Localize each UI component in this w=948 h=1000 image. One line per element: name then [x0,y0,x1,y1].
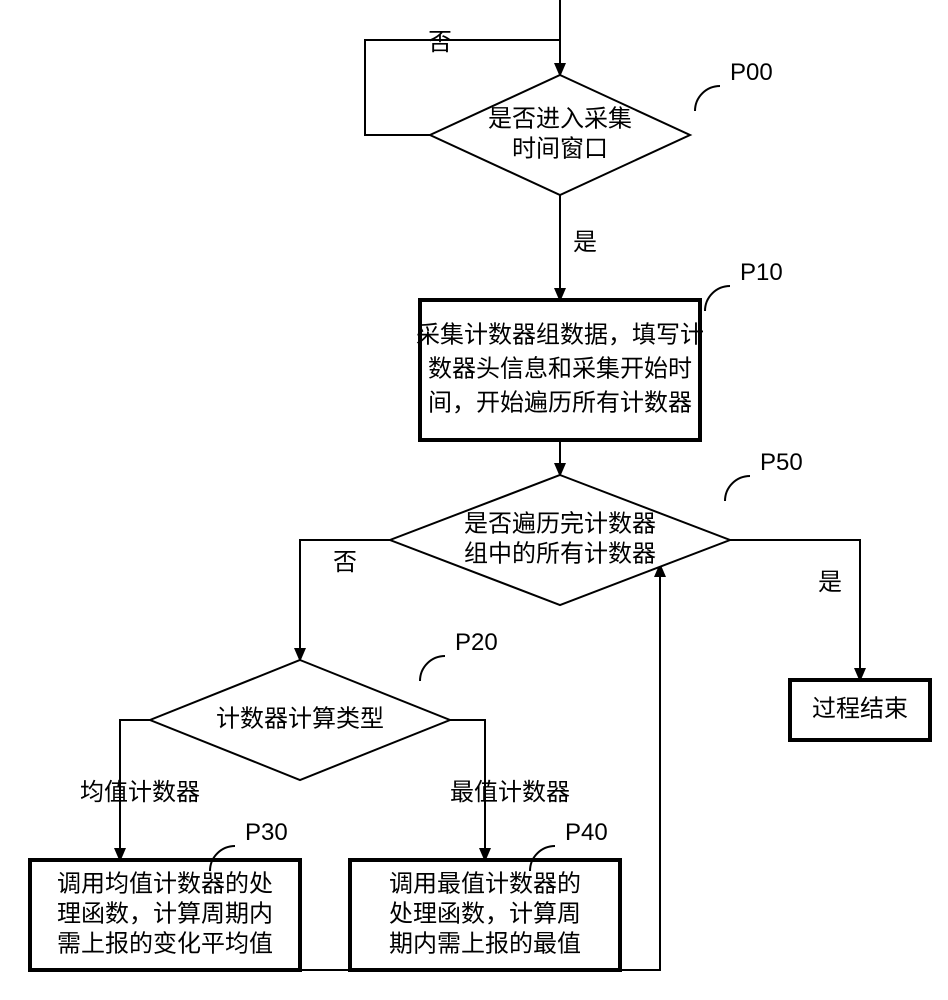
node-text-p40-1: 处理函数，计算周 [389,900,581,927]
node-text-p40-0: 调用最值计数器的 [389,870,581,897]
node-label-p00: P00 [730,59,773,86]
node-text-p50-1: 组中的所有计数器 [464,540,656,567]
edge-label-6: 均值计数器 [80,779,200,806]
node-label-p50: P50 [760,449,803,476]
node-text-p30-0: 调用均值计数器的处 [57,870,273,897]
node-text-p40-2: 期内需上报的最值 [389,930,581,957]
node-text-p00-0: 是否进入采集 [488,105,632,132]
node-label-p30: P30 [245,819,288,846]
node-label-p10: P10 [740,259,783,286]
node-label-p20: P20 [455,629,498,656]
node-text-p50-0: 是否遍历完计数器 [464,510,656,537]
node-label-p40: P40 [565,819,608,846]
edge-label-7: 最值计数器 [450,779,570,806]
node-text-p00-1: 时间窗口 [512,135,608,162]
node-label-arc-p20 [420,656,445,681]
flowchart-svg: 否是是否均值计数器最值计数器是否进入采集时间窗口P00采集计数器组数据，填写计数… [0,0,948,1000]
edge-label-4: 是 [818,569,842,596]
node-text-end-0: 过程结束 [812,695,908,722]
node-text-p10-2: 间，开始遍历所有计数器 [428,389,692,416]
node-label-arc-p50 [725,476,750,501]
node-label-arc-p00 [695,86,720,111]
edge-4 [730,540,860,680]
node-text-p30-2: 需上报的变化平均值 [57,930,273,957]
node-text-p10-1: 数器头信息和采集开始时 [428,355,692,382]
edge-label-2: 是 [573,229,597,256]
node-text-p30-1: 理函数，计算周期内 [57,900,273,927]
node-label-arc-p10 [705,286,730,311]
node-text-p10-0: 采集计数器组数据，填写计 [416,321,704,348]
edge-label-1: 否 [428,29,452,56]
edge-label-5: 否 [333,549,357,576]
node-text-p20-0: 计数器计算类型 [216,705,384,732]
